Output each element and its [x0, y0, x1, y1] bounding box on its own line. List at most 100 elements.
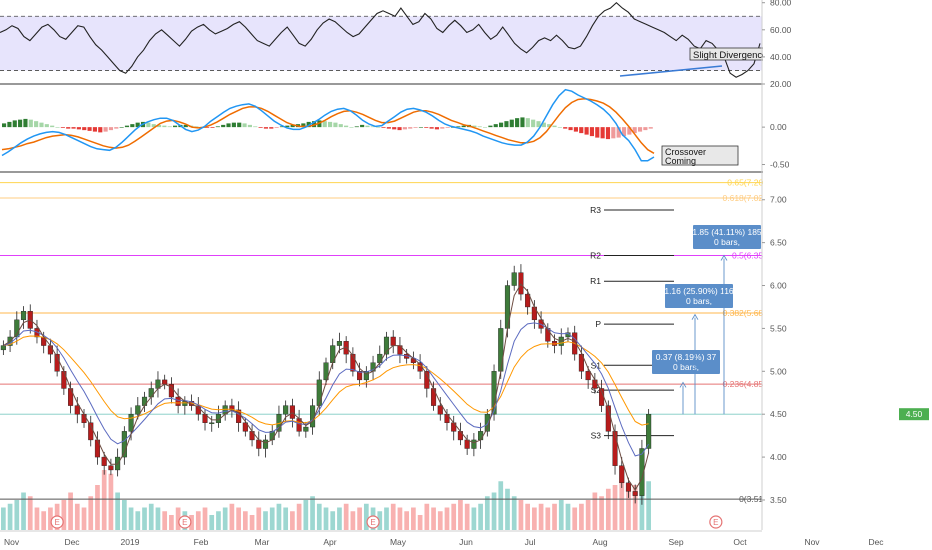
macd-histogram-bar	[2, 123, 7, 128]
rsi-band	[0, 16, 762, 71]
volume-bar	[256, 507, 262, 530]
macd-histogram-bar	[119, 127, 124, 128]
macd-histogram-bar	[509, 119, 514, 128]
macd-histogram-bar	[50, 125, 55, 128]
target-bars-label: 0 bars,	[673, 362, 699, 372]
candle-body	[135, 405, 141, 415]
volume-bar	[505, 488, 510, 530]
macd-histogram-bar	[135, 122, 140, 128]
macd-histogram-bar	[205, 127, 210, 128]
macd-histogram-bar	[461, 125, 466, 128]
target-bars-label: 0 bars,	[714, 237, 740, 247]
volume-bar	[632, 485, 638, 530]
volume-bar	[142, 507, 147, 530]
target-bars-label: 0 bars,	[686, 296, 712, 306]
macd-histogram-bar	[573, 127, 578, 132]
macd-histogram-bar	[456, 126, 461, 128]
volume-bar	[377, 511, 383, 530]
macd-histogram-bar	[605, 127, 611, 140]
macd-histogram-bar	[531, 119, 536, 128]
volume-bar	[263, 511, 268, 530]
volume-bar	[572, 507, 578, 530]
volume-bar	[431, 507, 436, 530]
x-tick-label: Dec	[868, 537, 884, 547]
macd-histogram-bar	[477, 126, 482, 128]
earnings-marker	[709, 515, 723, 529]
volume-bar	[115, 492, 120, 530]
volume-bar	[175, 507, 181, 530]
macd-histogram-bar	[194, 126, 199, 128]
macd-histogram-bar	[515, 118, 520, 128]
candle-body	[410, 358, 416, 363]
volume-bar	[27, 496, 33, 530]
macd-signal-line	[1, 97, 655, 154]
volume-bar	[88, 496, 94, 530]
fib-level-label: 0.5(6.35)	[732, 250, 766, 260]
pivot-level-label: R1	[590, 276, 601, 286]
candle-body	[61, 371, 67, 389]
macd-histogram-bar	[114, 127, 119, 129]
volume-bar	[128, 507, 134, 530]
candle-body	[303, 426, 309, 432]
candle-body	[108, 465, 114, 471]
volume-bar	[579, 503, 584, 530]
target-change-label: 1.16 (25.90%) 116	[664, 286, 734, 296]
candle-body	[478, 431, 484, 441]
macd-histogram-bar	[87, 127, 92, 131]
candle-body	[316, 379, 322, 406]
macd-histogram-bar	[643, 127, 648, 131]
macd-histogram-bar	[547, 124, 552, 128]
macd-histogram-bar	[124, 125, 130, 128]
macd-histogram-bar	[247, 124, 252, 128]
candle-body	[377, 353, 383, 363]
macd-histogram-bar	[440, 127, 445, 129]
volume-bar	[81, 507, 87, 530]
macd-histogram-bar	[55, 127, 60, 128]
macd-histogram-bar	[563, 127, 568, 129]
macd-histogram-bar	[108, 127, 114, 131]
macd-histogram-bar	[445, 127, 450, 128]
candle-body	[498, 328, 504, 372]
volume-bar	[330, 511, 336, 530]
macd-histogram-bar	[328, 121, 333, 128]
target-arrowhead	[691, 313, 699, 320]
macd-histogram-bar	[493, 124, 498, 128]
macd-histogram-bar	[525, 118, 530, 128]
volume-bar	[7, 503, 13, 530]
volume-bar	[363, 503, 369, 530]
macd-histogram-bar	[413, 127, 418, 128]
volume-bar	[511, 496, 517, 530]
x-tick-label: Mar	[255, 537, 270, 547]
macd-histogram-bar	[301, 123, 306, 128]
target-box	[652, 350, 720, 374]
volume-bar	[491, 492, 497, 530]
volume-bar	[619, 481, 625, 530]
macd-histogram-bar	[167, 126, 172, 128]
macd-histogram-bar	[322, 121, 327, 128]
price-tick-label: 6.50	[770, 238, 787, 248]
x-axis: Nov Dec 2019 Feb Mar Apr May Jun Jul Aug Sep Oct Nov…	[0, 530, 884, 547]
candle-body	[0, 345, 6, 351]
volume-bar	[451, 503, 457, 530]
candle-body	[585, 371, 591, 381]
volume-bar	[68, 492, 73, 530]
earnings-marker	[178, 515, 192, 529]
macd-histogram-bar	[424, 127, 429, 128]
macd-histogram-bar	[589, 127, 595, 137]
macd-histogram-bar	[482, 127, 488, 128]
volume-bar	[565, 503, 571, 530]
rsi-tick-label: 40.00	[770, 52, 792, 62]
volume-bar	[424, 503, 430, 530]
volume-bar	[411, 507, 416, 530]
volume-bar	[21, 492, 26, 530]
candle-body	[363, 371, 369, 381]
rsi-panel: Slight Divergence	[0, 1, 932, 85]
macd-histogram-bar	[92, 127, 97, 132]
macd-histogram-bar	[472, 125, 477, 128]
candle-body	[632, 491, 638, 496]
fib-level-label: 0.618(7.02)	[723, 193, 767, 203]
ema-slow-line	[3, 335, 649, 426]
candle-body	[639, 448, 645, 496]
macd-histogram-bar	[28, 119, 33, 128]
